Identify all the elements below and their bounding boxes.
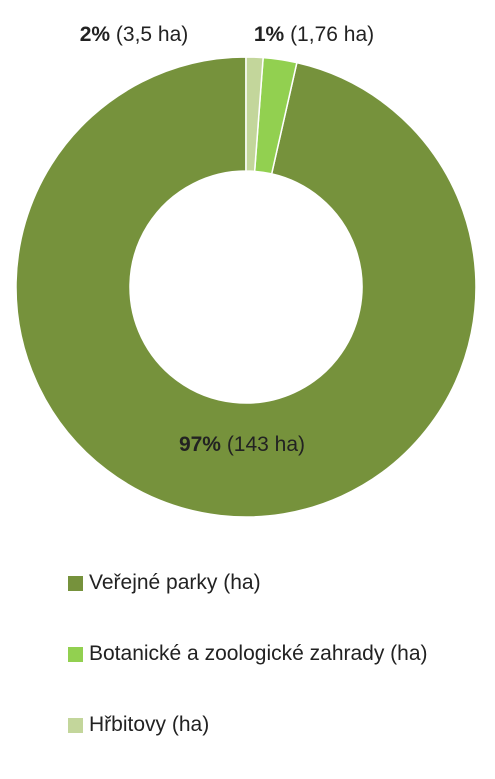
data-label-value: (143 ha): [221, 433, 305, 456]
data-label-value: (1,76 ha): [284, 23, 374, 46]
legend-label: Botanické a zoologické zahrady (ha): [89, 642, 428, 665]
donut-chart: 97% (143 ha) 2% (3,5 ha) 1% (1,76 ha): [15, 23, 477, 518]
data-label-percent: 1%: [254, 23, 285, 46]
data-label-hrbitovy: 1% (1,76 ha): [254, 23, 374, 46]
legend: Veřejné parky (ha) Botanické a zoologické…: [68, 566, 428, 742]
legend-swatch: [68, 646, 83, 662]
slice-hrbitovy: [245, 56, 264, 173]
data-label-value: (3,5 ha): [110, 23, 188, 46]
data-label-percent: 2%: [80, 23, 111, 46]
slice-verejne-parky: [15, 56, 477, 518]
legend-label: Veřejné parky (ha): [89, 571, 261, 594]
legend-item-botanicke-zahrady: Botanické a zoologické zahrady (ha): [68, 637, 428, 671]
legend-label: Hřbitovy (ha): [89, 713, 210, 736]
legend-swatch: [68, 575, 83, 591]
data-label-percent: 97%: [179, 433, 221, 456]
data-labels: 97% (143 ha) 2% (3,5 ha) 1% (1,76 ha): [80, 23, 374, 456]
legend-swatch: [68, 717, 83, 733]
legend-item-verejne-parky: Veřejné parky (ha): [68, 566, 428, 600]
data-label-botanicke-zahrady: 2% (3,5 ha): [80, 23, 189, 46]
legend-item-hrbitovy: Hřbitovy (ha): [68, 708, 428, 742]
donut-slices: [15, 56, 477, 518]
data-label-verejne-parky: 97% (143 ha): [179, 433, 305, 456]
